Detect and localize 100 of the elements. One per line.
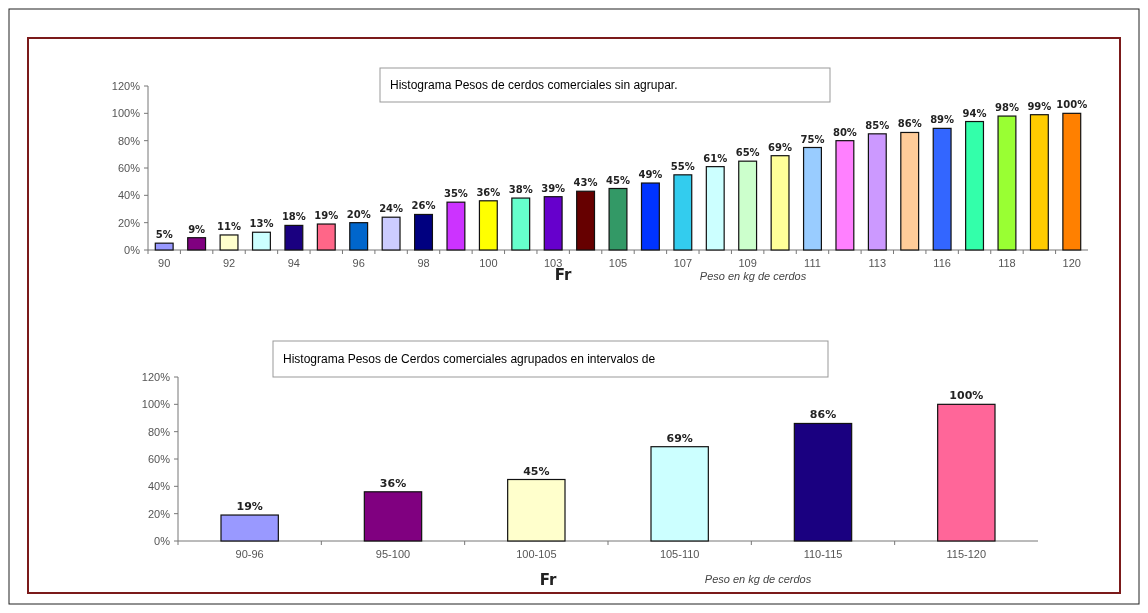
bar	[414, 213, 434, 251]
data-label: 85%	[865, 119, 890, 131]
x-tick-label: 92	[222, 257, 236, 269]
bar	[932, 127, 952, 251]
x-tick-label: 110-115	[803, 548, 843, 560]
data-label: 19%	[236, 500, 263, 514]
data-label: 24%	[379, 203, 404, 215]
data-label: 75%	[800, 133, 825, 145]
bar	[900, 131, 920, 251]
data-label: 99%	[1027, 100, 1052, 112]
y-tick-label: 40%	[147, 480, 171, 493]
y-tick-label: 20%	[147, 507, 171, 520]
text: Peso en kg de cerdos	[704, 573, 812, 585]
bar	[187, 237, 207, 251]
bar	[507, 478, 566, 542]
bar	[220, 514, 279, 542]
x-tick-label: 90	[158, 257, 171, 269]
data-label: 38%	[508, 184, 533, 196]
data-label: 80%	[832, 126, 857, 138]
data-label: 45%	[523, 464, 550, 478]
bar	[835, 140, 855, 251]
y-tick-label: 80%	[147, 425, 171, 438]
bar	[867, 133, 887, 251]
data-label: 98%	[995, 102, 1019, 114]
y-tick-label: 100%	[111, 107, 141, 120]
x-tick-label: 96	[352, 257, 365, 269]
x-tick-label: 107	[673, 257, 693, 269]
x-tick-label: 90-96	[235, 548, 264, 560]
data-label: 19%	[314, 210, 339, 222]
bar	[802, 146, 822, 251]
bar	[1062, 112, 1082, 251]
x-tick-label: 98	[417, 257, 430, 269]
data-label: 69%	[768, 141, 793, 153]
bar	[770, 155, 790, 251]
y-tick-label: 20%	[117, 216, 141, 229]
y-tick-label: 120%	[141, 371, 171, 383]
data-label: 100%	[949, 389, 984, 403]
data-label: 86%	[897, 118, 922, 130]
data-label: 39%	[541, 182, 566, 194]
x-tick-label: 103	[543, 257, 563, 269]
y-tick-label: 120%	[111, 80, 141, 92]
bar	[543, 196, 563, 251]
data-label: 86%	[809, 408, 837, 422]
x-tick-label: 94	[287, 257, 300, 269]
chart-title: Histograma Pesos de Cerdos comerciales agrupados en intervalos de	[283, 352, 656, 366]
data-label: 43%	[573, 177, 598, 189]
bar	[316, 223, 336, 251]
chart-title: Histograma Pesos de cerdos comerciales sin agrupar.	[390, 78, 678, 92]
y-tick-label: 0%	[154, 535, 171, 547]
bar	[251, 231, 271, 251]
y-tick-label: 40%	[117, 189, 141, 202]
data-label: 94%	[962, 107, 987, 119]
y-tick-label: 80%	[117, 134, 141, 147]
bar	[608, 187, 628, 251]
text: Peso en kg de cerdos	[699, 270, 807, 282]
bar	[154, 242, 174, 251]
bar	[1029, 114, 1049, 251]
y-tick-label: 100%	[141, 398, 171, 411]
bar	[997, 115, 1017, 251]
data-label: 5%	[155, 229, 173, 241]
bar	[446, 201, 466, 251]
bar	[349, 222, 369, 251]
bar	[937, 403, 996, 542]
data-label: 36%	[476, 186, 501, 198]
data-label: 9%	[188, 223, 206, 235]
y-tick-label: 0%	[124, 244, 141, 256]
x-axis-title: Fr	[554, 266, 572, 284]
bar	[673, 174, 693, 251]
bar	[478, 200, 498, 251]
x-tick-label: 120	[1062, 257, 1081, 269]
x-tick-label: 105	[608, 257, 628, 269]
y-tick-label: 60%	[117, 162, 141, 174]
bar	[738, 160, 758, 251]
bar	[650, 446, 709, 542]
bar	[965, 120, 985, 251]
data-label: 11%	[217, 220, 241, 232]
data-label: 100%	[1056, 99, 1088, 111]
data-label: 45%	[606, 174, 630, 186]
x-axis-title: Fr	[539, 571, 557, 589]
x-tick-label: 113	[868, 257, 887, 269]
bar	[793, 422, 853, 542]
data-label: 61%	[703, 152, 728, 164]
bar	[576, 190, 596, 251]
x-tick-label: 100-105	[516, 548, 557, 560]
bar	[381, 216, 401, 251]
x-tick-label: 105-110	[659, 548, 700, 560]
x-tick-label: 115-120	[946, 548, 987, 560]
x-tick-label: 111	[804, 257, 821, 269]
data-label: 26%	[411, 200, 436, 212]
bar	[511, 197, 531, 251]
data-label: 65%	[735, 147, 760, 159]
data-label: 55%	[670, 160, 695, 172]
data-label: 18%	[281, 211, 306, 223]
x-tick-label: 118	[998, 257, 1016, 269]
data-label: 69%	[666, 431, 693, 445]
bar	[640, 182, 660, 251]
bar	[705, 166, 725, 251]
data-label: 20%	[346, 208, 371, 220]
x-tick-label: 116	[933, 257, 951, 269]
data-label: 49%	[638, 169, 663, 181]
